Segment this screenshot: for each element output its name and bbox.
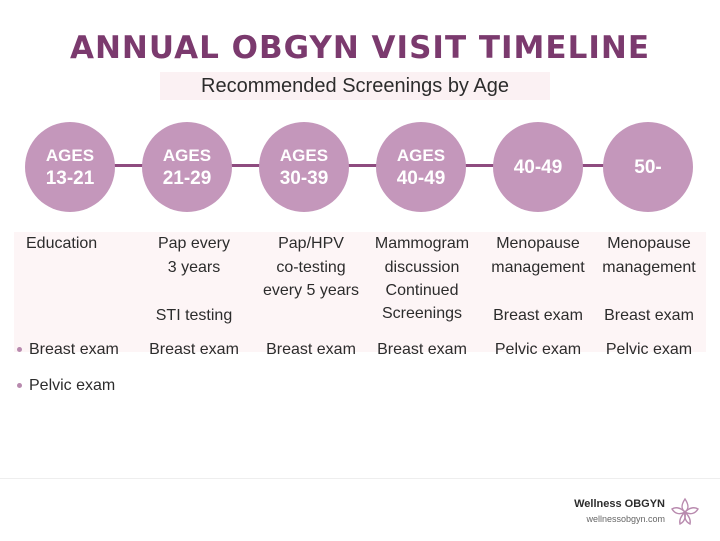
stage-label: AGES [396, 146, 446, 165]
cell-breast-exam: Breast exam [493, 307, 583, 324]
brand-url: wellnessobgyn.com [586, 514, 665, 524]
lotus-flower-icon [671, 497, 699, 526]
cell-breast-exam: Breast exam [266, 341, 356, 358]
timeline-connector [70, 164, 660, 167]
cell-menopause: Menopause [607, 235, 691, 252]
stage-circle-2: AGES 21-29 [142, 122, 232, 212]
brand-name: Wellness OBGYN [574, 498, 665, 510]
cell-sti: STI testing [155, 307, 233, 324]
cell-menopause: Menopause [496, 235, 580, 252]
cell-pelvic-exam-extra: Pelvic exam [29, 377, 116, 394]
cell-pelvic-exam: Pelvic exam [494, 341, 582, 358]
cell-breast-exam: Breast exam [149, 341, 239, 358]
stage-range: 30-39 [279, 168, 329, 189]
stage-label: AGES [279, 146, 329, 165]
stage-range: 21-29 [162, 168, 212, 189]
cell-pap: Pap every [157, 235, 231, 252]
stage-circle-5: 40-49 [493, 122, 583, 212]
cell-menopause-2: management [602, 259, 696, 276]
cell-screenings: Screenings [381, 305, 463, 322]
bullet-dot [17, 347, 22, 352]
cell-mammogram: Mammogram [374, 235, 470, 252]
page-subtitle: Recommended Screenings by Age [160, 72, 550, 100]
stage-label: AGES [45, 146, 95, 165]
cell-mammogram-2: discussion [384, 259, 460, 276]
content-band [14, 232, 706, 352]
cell-breast-exam: Breast exam [377, 341, 467, 358]
cell-pap-2: 3 years [167, 259, 221, 276]
stage-circle-3: AGES 30-39 [259, 122, 349, 212]
cell-continued: Continued [385, 282, 459, 299]
footer-divider [0, 478, 720, 479]
cell-pap-hpv-2: co-testing [276, 259, 346, 276]
cell-pelvic-exam: Pelvic exam [605, 341, 693, 358]
stage-circle-1: AGES 13-21 [25, 122, 115, 212]
cell-breast-exam: Breast exam [604, 307, 694, 324]
cell-breast-exam: Breast exam [29, 341, 119, 358]
stage-circle-4: AGES 40-49 [376, 122, 466, 212]
bullet-dot [17, 383, 22, 388]
stage-circle-6: 50- [603, 122, 693, 212]
stage-range: 50- [634, 156, 662, 178]
page-title: ANNUAL OBGYN VISIT TIMELINE [69, 30, 650, 66]
cell-education: Education [26, 235, 98, 252]
cell-pap-hpv: Pap/HPV [278, 235, 344, 252]
cell-pap-hpv-3: every 5 years [262, 282, 360, 299]
stage-range: 40-49 [396, 168, 446, 189]
stage-range: 40-49 [513, 156, 563, 178]
stage-range: 13-21 [45, 168, 95, 189]
stage-label: AGES [162, 146, 212, 165]
cell-menopause-2: management [491, 259, 585, 276]
